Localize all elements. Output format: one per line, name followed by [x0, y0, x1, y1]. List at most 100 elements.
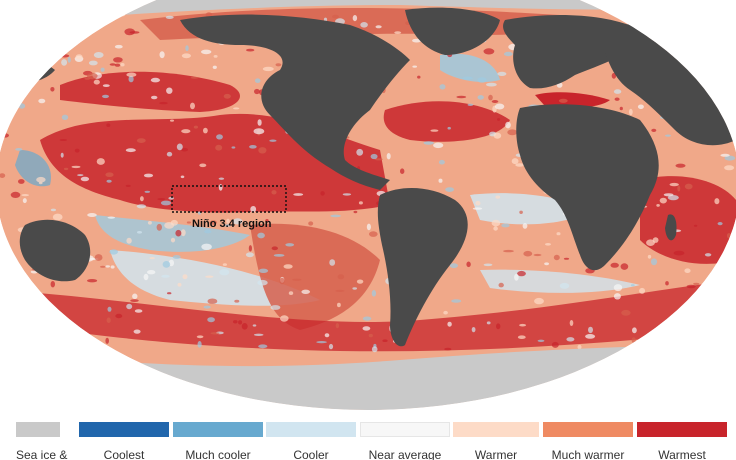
anomaly-speckle [231, 146, 236, 149]
anomaly-speckle [724, 155, 736, 161]
south-pacific-warm [250, 223, 380, 330]
anomaly-speckle [632, 327, 637, 334]
anomaly-speckle [438, 178, 443, 183]
anomaly-speckle [102, 84, 110, 87]
anomaly-speckle [257, 119, 262, 126]
anomaly-speckle [181, 129, 191, 134]
legend-label: Warmest [658, 448, 706, 460]
anomaly-speckle [456, 95, 467, 99]
anomaly-speckle [337, 274, 345, 280]
anomaly-speckle [60, 152, 64, 158]
anomaly-speckle [134, 309, 143, 313]
anomaly-speckle [140, 196, 144, 202]
anomaly-speckle [329, 259, 336, 266]
anomaly-speckle [204, 229, 212, 234]
anomaly-speckle [545, 243, 551, 246]
anomaly-speckle [36, 176, 46, 183]
anomaly-speckle [673, 250, 685, 256]
anomaly-speckle [669, 182, 679, 187]
anomaly-speckle [400, 168, 405, 174]
anomaly-speckle [128, 75, 134, 83]
anomaly-speckle [10, 191, 21, 198]
anomaly-speckle [258, 147, 267, 154]
legend-swatch [453, 422, 539, 437]
anomaly-speckle [63, 167, 69, 171]
anomaly-speckle [159, 51, 165, 59]
anomaly-speckle [102, 94, 109, 99]
anomaly-speckle [337, 302, 341, 308]
anomaly-speckle [165, 15, 174, 19]
anomaly-speckle [180, 175, 185, 179]
anomaly-speckle [257, 232, 265, 239]
anomaly-speckle [258, 344, 268, 349]
anomaly-speckle [67, 56, 71, 63]
anomaly-speckle [667, 195, 679, 201]
legend-swatch [637, 422, 727, 437]
anomaly-speckle [126, 303, 133, 310]
anomaly-speckle [285, 243, 295, 247]
anomaly-speckle [486, 82, 497, 87]
anomaly-speckle [621, 309, 631, 316]
anomaly-speckle [517, 270, 526, 277]
anomaly-speckle [50, 87, 55, 92]
anomaly-speckle [105, 337, 109, 344]
anomaly-speckle [270, 305, 281, 310]
anomaly-speckle [137, 231, 142, 234]
anomaly-speckle [130, 299, 139, 302]
anomaly-speckle [613, 293, 621, 300]
anomaly-speckle [544, 262, 549, 266]
anomaly-speckle [360, 22, 368, 28]
anomaly-speckle [125, 184, 131, 187]
legend-label: Sea ice & [16, 448, 68, 460]
nino-3-4-region-label: Niño 3.4 region [192, 218, 272, 230]
legend-label: Much warmer [551, 448, 625, 460]
anomaly-speckle [205, 275, 214, 278]
anomaly-speckle [15, 148, 23, 151]
anomaly-speckle [556, 232, 561, 236]
anomaly-speckle [177, 282, 182, 287]
anomaly-speckle [292, 278, 302, 281]
anomaly-speckle [631, 337, 636, 343]
anomaly-speckle [651, 128, 657, 132]
anomaly-speckle [52, 213, 63, 221]
anomaly-speckle [324, 333, 330, 338]
anomaly-speckle [375, 25, 382, 29]
nino-3-4-region-box [171, 185, 287, 213]
anomaly-speckle [283, 264, 293, 269]
anomaly-speckle [588, 326, 593, 334]
north-atlantic-warm [383, 101, 510, 142]
anomaly-speckle [374, 158, 383, 161]
anomaly-speckle [533, 253, 542, 257]
anomaly-speckle [551, 341, 559, 348]
anomaly-speckle [132, 293, 138, 300]
africa [516, 104, 659, 271]
anomaly-speckle [168, 196, 174, 200]
anomaly-speckle [100, 67, 105, 72]
anomaly-speckle [677, 185, 681, 192]
anomaly-speckle [133, 329, 141, 334]
north-atlantic-cool [440, 53, 500, 82]
anomaly-speckle [129, 31, 140, 34]
anomaly-speckle [352, 15, 358, 22]
anomaly-speckle [501, 223, 510, 228]
anomaly-speckle [438, 159, 445, 165]
anomaly-speckle [96, 158, 105, 165]
anomaly-speckle [569, 320, 574, 326]
anomaly-speckle [417, 75, 421, 79]
anomaly-speckle [258, 268, 269, 273]
anomaly-speckle [628, 108, 633, 116]
anomaly-speckle [71, 165, 81, 169]
anomaly-speckle [462, 76, 473, 80]
anomaly-speckle [412, 65, 418, 68]
anomaly-speckle [143, 173, 154, 178]
anomaly-speckle [493, 132, 502, 139]
anomaly-speckle [110, 265, 115, 269]
anomaly-speckle [210, 332, 220, 335]
anomaly-speckle [186, 221, 191, 224]
anomaly-speckle [497, 118, 501, 121]
anomaly-speckle [585, 334, 596, 339]
anomaly-speckle [50, 208, 57, 212]
anomaly-speckle [519, 210, 523, 214]
anomaly-speckle [254, 78, 261, 83]
anomaly-speckle [94, 254, 103, 261]
